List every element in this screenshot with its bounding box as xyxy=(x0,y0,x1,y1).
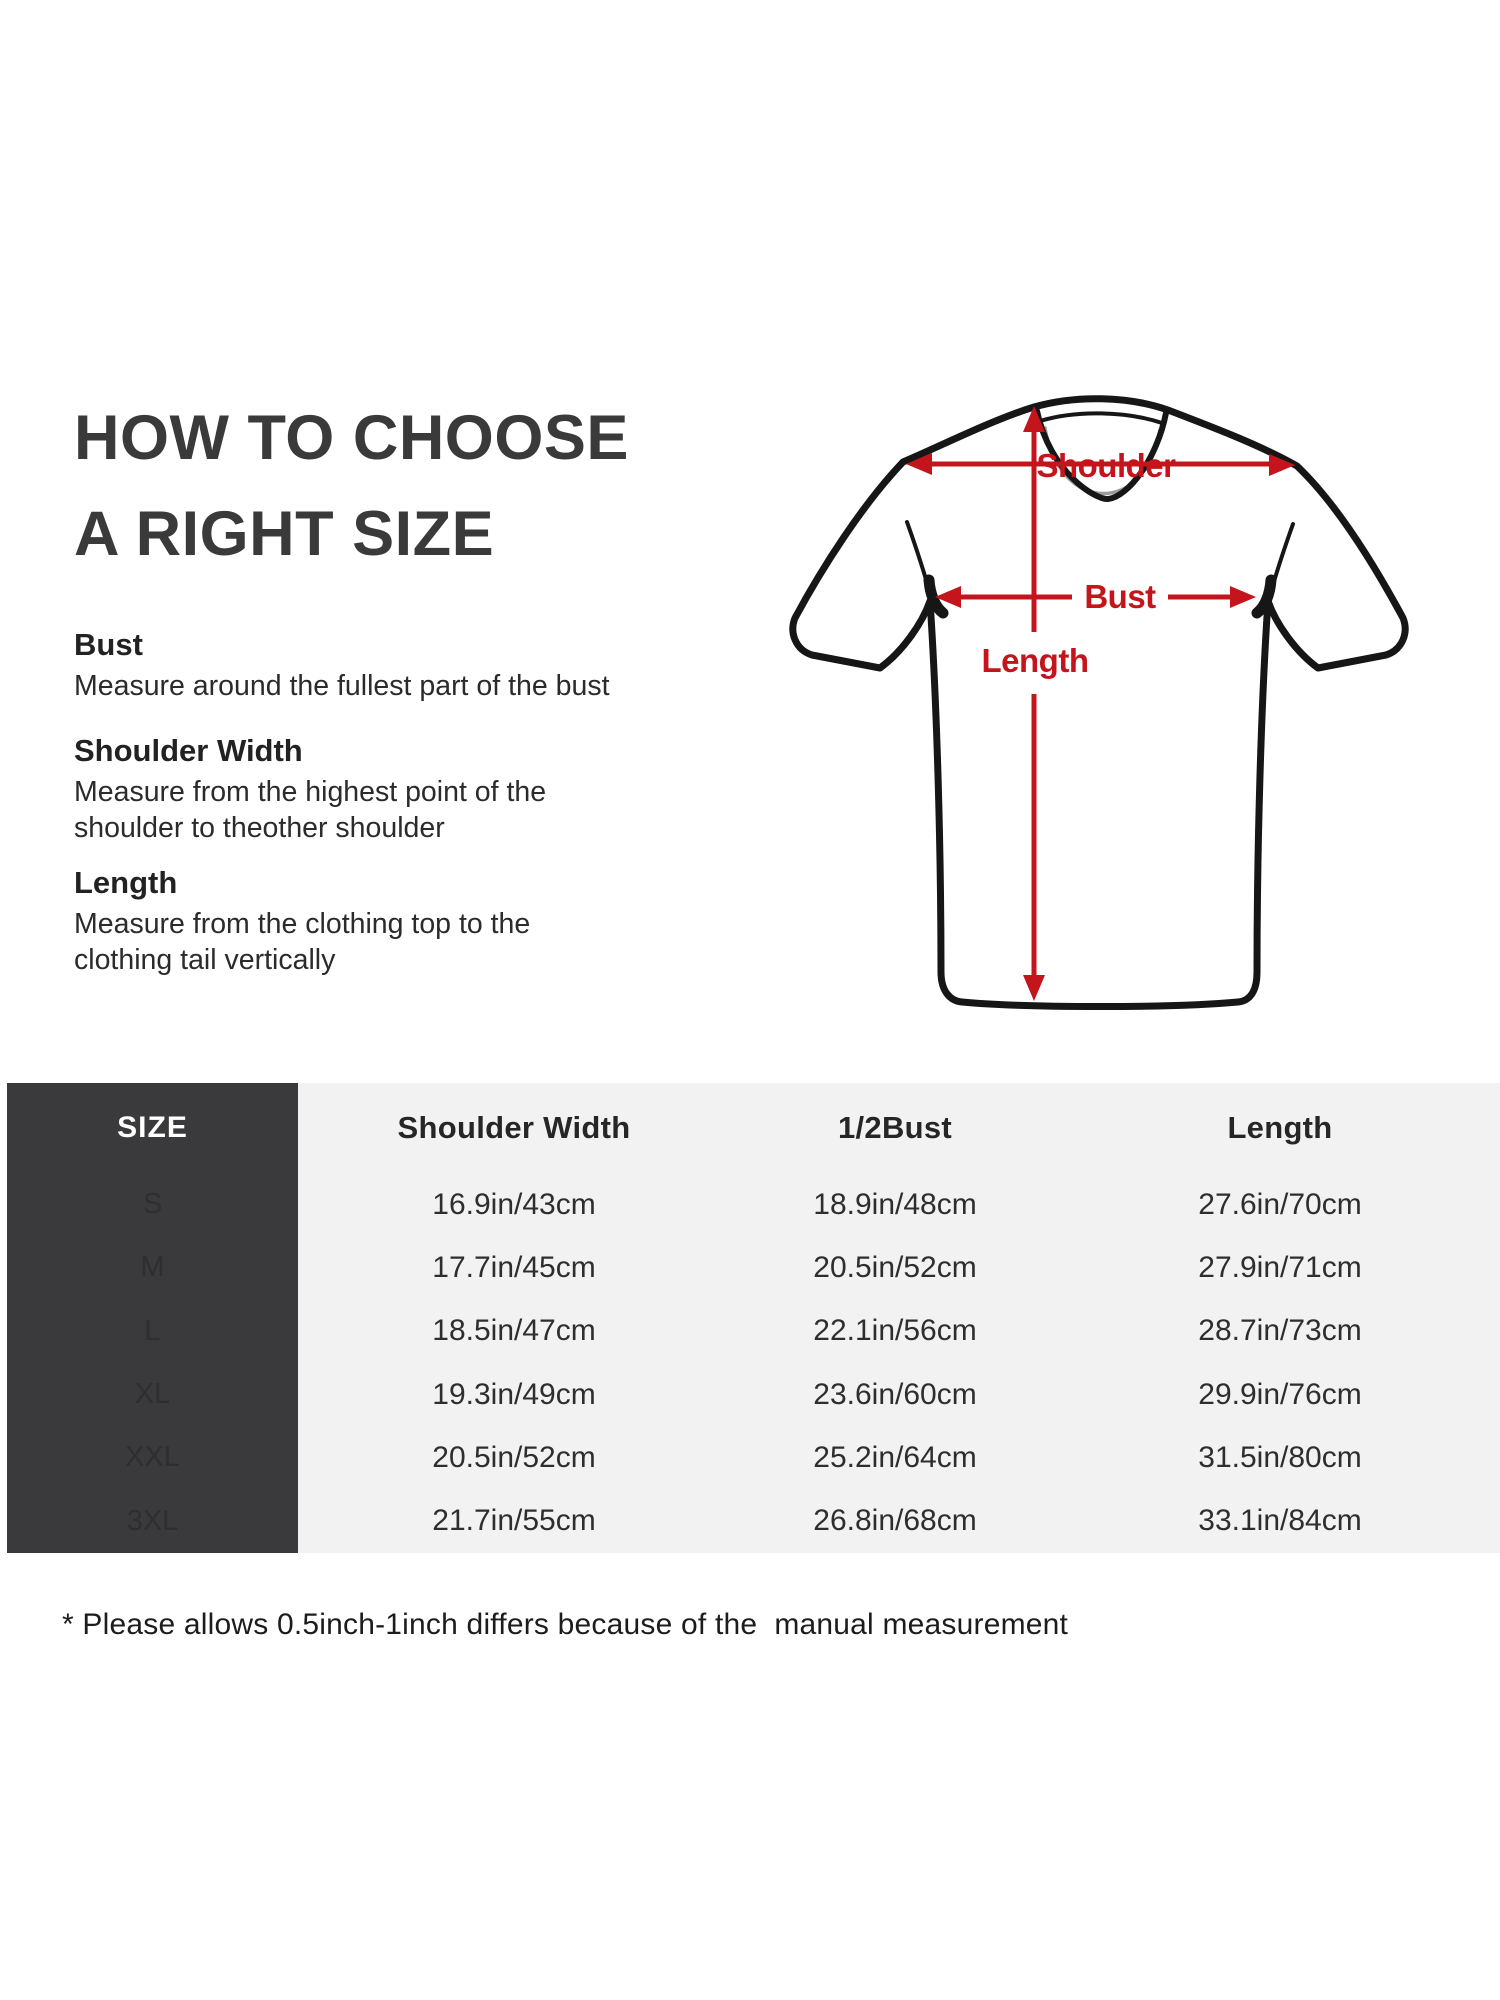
row-m-size: M xyxy=(140,1251,165,1284)
row-l-shoulder: 18.5in/47cm xyxy=(432,1314,596,1348)
length-arrow-bottom-head xyxy=(1023,975,1045,1001)
row-xl-size: XL xyxy=(134,1378,171,1411)
row-3xl-half-bust: 26.8in/68cm xyxy=(813,1504,977,1538)
definition-bust-text: Measure around the fullest part of the b… xyxy=(74,670,610,702)
definition-shoulder-width: Shoulder Width Measure from the highest … xyxy=(74,732,674,846)
bust-arrow-left-head xyxy=(935,586,961,608)
row-s-shoulder: 16.9in/43cm xyxy=(432,1187,596,1221)
definition-length-title: Length xyxy=(74,865,178,900)
row-l-length: 28.7in/73cm xyxy=(1198,1314,1362,1348)
definition-shoulder-width-text-line2: shoulder to theother shoulder xyxy=(74,812,445,844)
shoulder-arrow-label: Shoulder xyxy=(1036,447,1176,484)
size-table: SIZE Shoulder Width 1/2Bust Length S 16.… xyxy=(7,1083,1500,1553)
page-title-line-2: A RIGHT SIZE xyxy=(74,499,495,569)
measurement-disclaimer: * Please allows 0.5inch-1inch differs be… xyxy=(62,1608,1069,1641)
length-arrow-label: Length xyxy=(982,642,1089,679)
bust-arrow-label: Bust xyxy=(1084,578,1156,615)
row-m-shoulder: 17.7in/45cm xyxy=(432,1250,596,1284)
definition-length-text-line1: Measure from the clothing top to the xyxy=(74,908,531,940)
definition-bust: Bust Measure around the fullest part of … xyxy=(74,626,674,704)
definition-length-text-line2: clothing tail vertically xyxy=(74,944,336,976)
row-xl-shoulder: 19.3in/49cm xyxy=(432,1377,596,1411)
row-m-half-bust: 20.5in/52cm xyxy=(813,1250,977,1284)
collar-band-inner-line xyxy=(1038,411,1164,425)
size-table-grid: SIZE Shoulder Width 1/2Bust Length S 16.… xyxy=(7,1083,1500,1553)
tshirt-outline xyxy=(789,395,1409,1010)
row-3xl-length: 33.1in/84cm xyxy=(1198,1504,1362,1538)
definition-bust-title: Bust xyxy=(74,627,143,662)
length-arrow-top-head xyxy=(1023,406,1045,432)
row-xxl-half-bust: 25.2in/64cm xyxy=(813,1440,977,1474)
collar-scoop xyxy=(1034,408,1169,502)
col-header-length: Length xyxy=(1227,1110,1333,1145)
row-3xl-size: 3XL xyxy=(126,1504,179,1537)
col-header-shoulder-width: Shoulder Width xyxy=(397,1110,631,1145)
shoulder-measure-arrow: Shoulder xyxy=(906,447,1295,484)
row-xl-half-bust: 23.6in/60cm xyxy=(813,1377,977,1411)
bust-measure-arrow: Bust xyxy=(935,578,1256,615)
shoulder-arrow-left-head xyxy=(906,453,932,475)
left-underarm-shading xyxy=(923,574,949,619)
row-l-half-bust: 22.1in/56cm xyxy=(813,1314,977,1348)
row-s-length: 27.6in/70cm xyxy=(1198,1187,1362,1221)
row-xxl-size: XXL xyxy=(125,1441,180,1474)
right-underarm-shading xyxy=(1251,574,1277,619)
shoulder-arrow-right-head xyxy=(1269,454,1295,476)
page-title-line-1: HOW TO CHOOSE xyxy=(74,403,629,473)
definition-shoulder-width-title: Shoulder Width xyxy=(74,733,303,768)
definition-shoulder-width-text-line1: Measure from the highest point of the xyxy=(74,776,547,808)
row-m-length: 27.9in/71cm xyxy=(1198,1250,1362,1284)
row-xxl-shoulder: 20.5in/52cm xyxy=(432,1440,596,1474)
page-title: HOW TO CHOOSE A RIGHT SIZE xyxy=(74,390,629,582)
col-header-size: SIZE xyxy=(117,1111,188,1144)
row-xl-length: 29.9in/76cm xyxy=(1198,1377,1362,1411)
col-header-half-bust: 1/2Bust xyxy=(837,1110,953,1145)
length-measure-arrow: Length xyxy=(982,406,1089,1001)
row-l-size: L xyxy=(144,1314,161,1347)
row-3xl-shoulder: 21.7in/55cm xyxy=(432,1504,596,1538)
row-s-half-bust: 18.9in/48cm xyxy=(813,1187,977,1221)
size-column-background xyxy=(7,1083,298,1553)
row-xxl-length: 31.5in/80cm xyxy=(1198,1440,1362,1474)
bust-arrow-right-head xyxy=(1230,586,1256,608)
definition-length: Length Measure from the clothing top to … xyxy=(74,864,674,978)
row-s-size: S xyxy=(142,1188,163,1221)
measurement-definitions: Bust Measure around the fullest part of … xyxy=(74,626,674,978)
